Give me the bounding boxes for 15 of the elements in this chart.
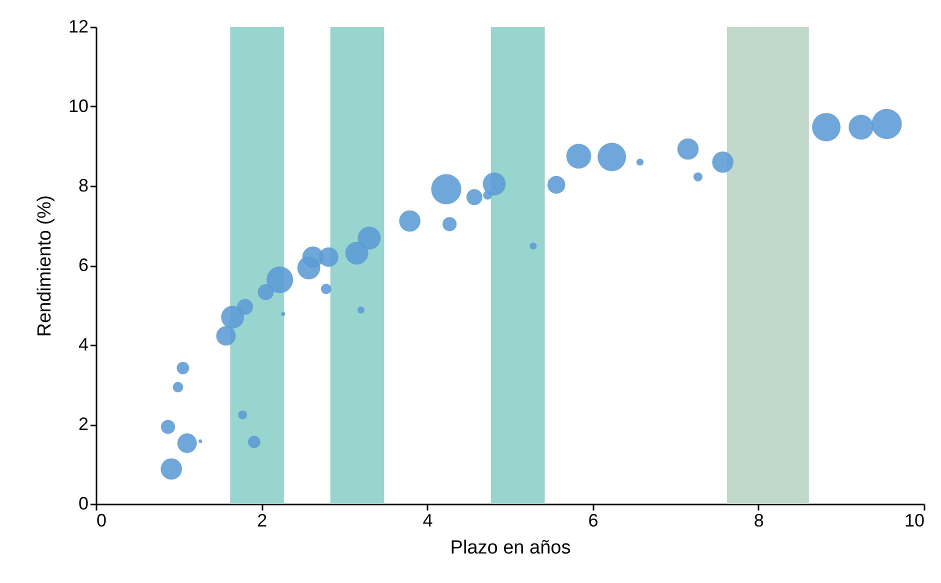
y-tick-label: 12	[68, 16, 88, 36]
y-axis-title: Rendimiento (%)	[34, 195, 56, 337]
y-tick-label: 4	[78, 334, 88, 354]
x-axis-title: Plazo en años	[450, 538, 571, 558]
y-tick-label: 10	[68, 96, 88, 116]
y-tick-label: 6	[78, 255, 88, 275]
x-tick-label: 4	[422, 510, 433, 530]
x-tick-label: 8	[754, 510, 764, 530]
y-tick-label: 2	[78, 414, 88, 434]
y-tick-label: 8	[78, 176, 88, 196]
y-tick-label: 0	[78, 494, 88, 514]
x-tick-label: 10	[904, 510, 924, 530]
x-tick-label: 0	[96, 510, 107, 530]
x-tick-label: 2	[257, 510, 268, 530]
x-tick-label: 6	[588, 510, 598, 530]
